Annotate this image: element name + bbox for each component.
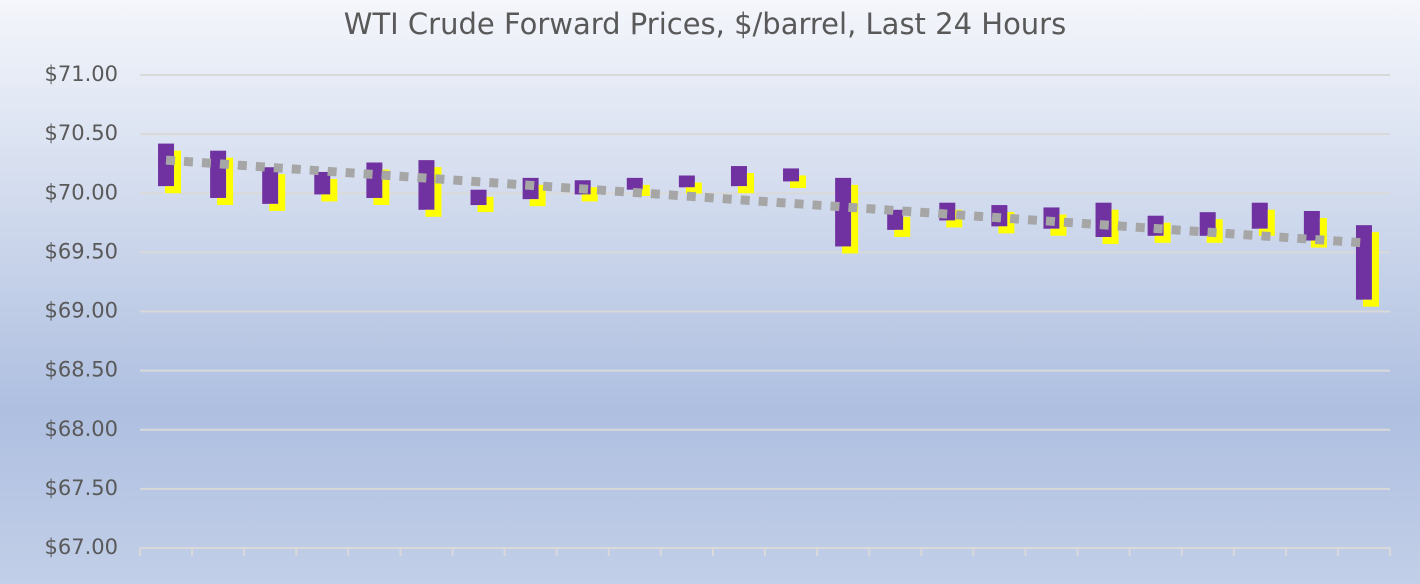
- candle-body: [783, 168, 800, 182]
- trendline: [165, 155, 1365, 248]
- y-tick-label: $67.00: [45, 535, 118, 559]
- y-tick-label: $69.00: [45, 299, 118, 323]
- candle-body: [835, 177, 852, 247]
- candle-body: [730, 166, 747, 187]
- candle-body: [678, 175, 695, 188]
- candle-body: [470, 189, 487, 206]
- y-tick-label: $68.50: [45, 358, 118, 382]
- candle-body: [366, 162, 383, 198]
- candle-body: [887, 209, 904, 230]
- y-tick-label: $69.50: [45, 239, 118, 263]
- y-tick-label: $71.00: [45, 62, 118, 86]
- candle-body: [1095, 202, 1112, 238]
- candle-body: [158, 143, 175, 187]
- y-tick-label: $67.50: [45, 476, 118, 500]
- y-tick-label: $70.00: [45, 180, 118, 204]
- candle-body: [626, 177, 643, 190]
- candle-body: [262, 167, 279, 204]
- candle-body: [1303, 210, 1320, 241]
- candle-body: [210, 150, 227, 198]
- candle-body: [1251, 202, 1268, 229]
- y-tick-label: $70.50: [45, 121, 118, 145]
- candle-body: [1355, 225, 1372, 300]
- y-tick-label: $68.00: [45, 417, 118, 441]
- candle-body: [418, 160, 435, 210]
- chart-title: WTI Crude Forward Prices, $/barrel, Last…: [344, 7, 1066, 41]
- candle-body: [314, 171, 331, 195]
